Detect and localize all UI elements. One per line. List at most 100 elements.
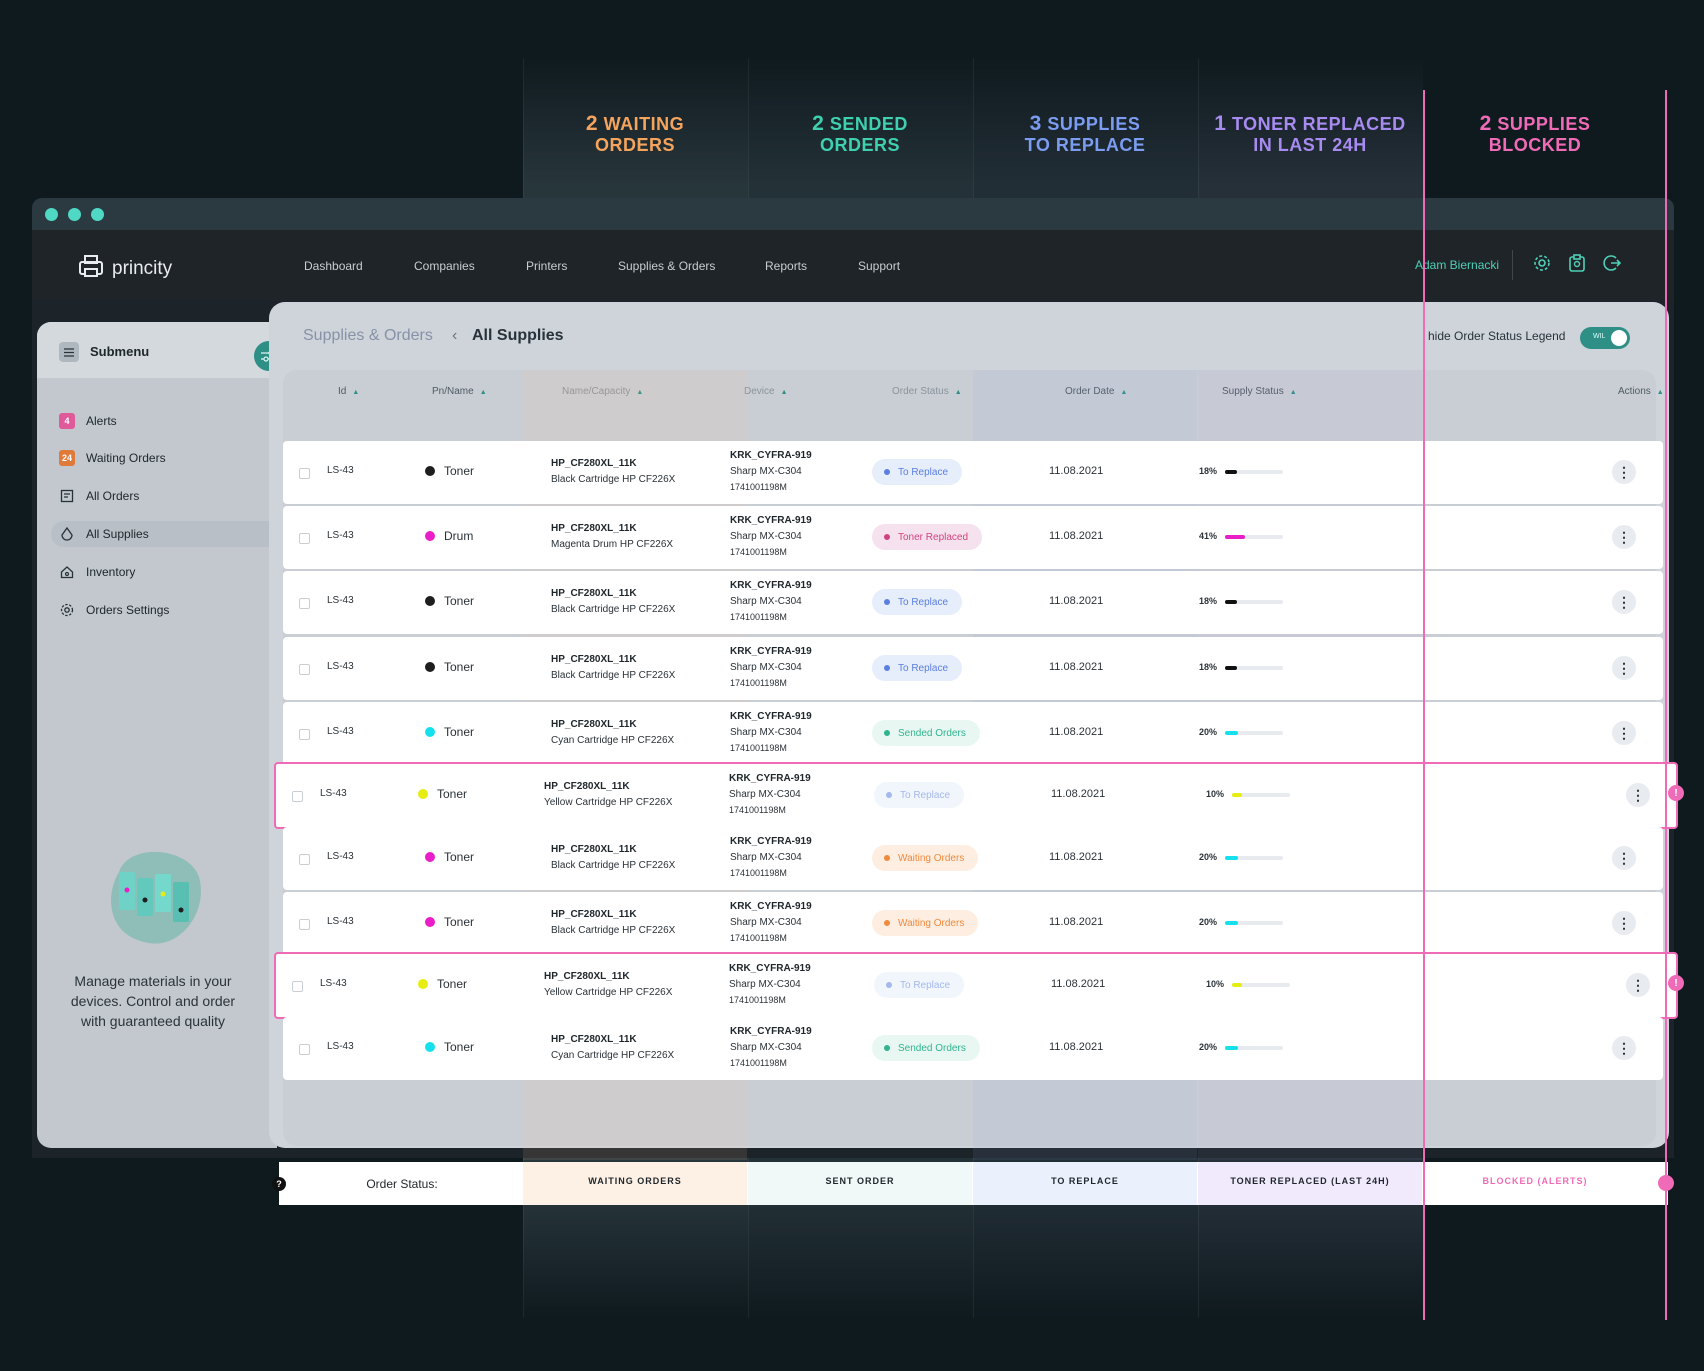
printer-logo-icon — [78, 254, 104, 284]
row-actions-kebab-icon[interactable]: ⋮ — [1626, 973, 1650, 997]
column-header-supply-status[interactable]: Supply Status ▲ — [1222, 386, 1297, 397]
row-actions-kebab-icon[interactable]: ⋮ — [1612, 525, 1636, 549]
row-actions-kebab-icon[interactable]: ⋮ — [1612, 460, 1636, 484]
drop-icon — [59, 526, 75, 542]
row-actions-kebab-icon[interactable]: ⋮ — [1626, 783, 1650, 807]
part-number: HP_CF280XL_11K — [551, 523, 637, 534]
row-checkbox[interactable] — [299, 1044, 310, 1055]
part-number: HP_CF280XL_11K — [551, 909, 637, 920]
supply-level-bar — [1225, 535, 1283, 539]
column-header-name-capacity[interactable]: Name/Capacity ▲ — [562, 386, 643, 397]
table-row[interactable]: LS-43 Toner HP_CF280XL_11K Cyan Cartridge H… — [283, 702, 1663, 765]
logo[interactable]: princity — [78, 254, 172, 284]
table-row[interactable]: LS-43 Toner HP_CF280XL_11K Black Cartridge … — [283, 571, 1663, 634]
sidebar-item-waiting-orders[interactable]: 24 Waiting Orders — [59, 445, 166, 471]
color-dot — [425, 917, 435, 927]
clipboard-icon[interactable] — [1567, 253, 1587, 273]
table-row[interactable]: LS-43 Drum HP_CF280XL_11K Magenta Drum HP C… — [283, 506, 1663, 569]
nav-item-dashboard[interactable]: Dashboard — [304, 259, 363, 273]
select-all-checkbox[interactable] — [299, 386, 310, 397]
supply-level-fill — [1232, 793, 1242, 797]
nav-item-support[interactable]: Support — [858, 259, 901, 273]
device-id: KRK_CYFRA-919 — [730, 836, 812, 847]
order-status-badge: Sended Orders — [872, 1035, 980, 1061]
summary-label: SUPPLIES — [1047, 114, 1141, 134]
settings-gear-icon[interactable] — [1532, 253, 1552, 273]
part-description: Magenta Drum HP CF226X — [551, 539, 674, 550]
order-date: 11.08.2021 — [1051, 978, 1106, 990]
column-header-pn-name[interactable]: Pn/Name ▲ — [432, 386, 487, 397]
supply-level-bar — [1225, 921, 1283, 925]
order-status-badge: Waiting Orders — [872, 910, 979, 936]
summary-count: 3 — [1029, 112, 1042, 135]
column-header-actions[interactable]: Actions ▲ — [1618, 386, 1664, 397]
row-checkbox[interactable] — [292, 791, 303, 802]
table-row[interactable]: LS-43 Toner HP_CF280XL_11K Cyan Cartridge H… — [283, 1017, 1663, 1080]
minimize-window-dot[interactable] — [68, 208, 81, 221]
row-id: LS-43 — [327, 916, 354, 927]
row-actions-kebab-icon[interactable]: ⋮ — [1612, 590, 1636, 614]
close-window-dot[interactable] — [45, 208, 58, 221]
part-number: HP_CF280XL_11K — [551, 844, 637, 855]
maximize-window-dot[interactable] — [91, 208, 104, 221]
logout-icon[interactable] — [1602, 253, 1622, 273]
table-row[interactable]: LS-43 Toner HP_CF280XL_11K Black Cartridge … — [283, 637, 1663, 700]
row-checkbox[interactable] — [299, 598, 310, 609]
table-row[interactable]: LS-43 Toner HP_CF280XL_11K Yellow Cartridge… — [274, 762, 1684, 829]
column-header-id[interactable]: Id ▲ — [338, 386, 359, 397]
nav-item-companies[interactable]: Companies — [414, 259, 475, 273]
sidebar-item-orders-settings[interactable]: Orders Settings — [59, 597, 169, 623]
table-row[interactable]: LS-43 Toner HP_CF280XL_11K Black Cartridge … — [283, 892, 1663, 955]
row-actions-kebab-icon[interactable]: ⋮ — [1612, 911, 1636, 935]
legend-title: Order Status: — [366, 1177, 438, 1191]
table-row[interactable]: LS-43 Toner HP_CF280XL_11K Black Cartridge … — [283, 441, 1663, 504]
column-header-order-status[interactable]: Order Status ▲ — [892, 386, 962, 397]
user-name[interactable]: Adam Biernacki — [1415, 258, 1500, 272]
summary-line1: 3 SUPPLIES — [973, 113, 1197, 135]
sidebar-item-alerts[interactable]: 4 Alerts — [59, 408, 117, 434]
column-header-order-date[interactable]: Order Date ▲ — [1065, 386, 1127, 397]
row-checkbox[interactable] — [299, 664, 310, 675]
nav-item-supplies-orders[interactable]: Supplies & Orders — [618, 259, 716, 273]
column-header-device[interactable]: Device ▲ — [744, 386, 788, 397]
row-actions-kebab-icon[interactable]: ⋮ — [1612, 1036, 1636, 1060]
summary-label: SENDED — [829, 114, 908, 134]
part-number: HP_CF280XL_11K — [551, 654, 637, 665]
menu-icon[interactable] — [59, 342, 79, 362]
summary-count: 2 — [812, 112, 825, 135]
supply-type: Drum — [425, 529, 473, 543]
order-status-badge: To Replace — [872, 589, 963, 615]
status-label: Sended Orders — [898, 1042, 966, 1054]
nav-item-printers[interactable]: Printers — [526, 259, 568, 273]
row-actions-kebab-icon[interactable]: ⋮ — [1612, 721, 1636, 745]
sidebar: Submenu 4 Alerts 24 Waiting Orders All Order… — [37, 322, 285, 1148]
row-checkbox[interactable] — [299, 468, 310, 479]
breadcrumb-parent[interactable]: Supplies & Orders — [303, 327, 433, 344]
nav-item-reports[interactable]: Reports — [765, 259, 808, 273]
part-description: Black Cartridge HP CF226X — [551, 474, 676, 485]
supply-type: Toner — [425, 850, 474, 864]
row-checkbox[interactable] — [299, 854, 310, 865]
table-row[interactable]: LS-43 Toner HP_CF280XL_11K Yellow Cartridge… — [274, 952, 1684, 1019]
status-dot — [884, 469, 890, 475]
row-checkbox[interactable] — [299, 533, 310, 544]
sidebar-item-all-supplies[interactable]: All Supplies — [51, 521, 285, 547]
sidebar-item-inventory[interactable]: Inventory — [59, 559, 135, 585]
table-row[interactable]: LS-43 Toner HP_CF280XL_11K Black Cartridge … — [283, 827, 1663, 890]
row-actions-kebab-icon[interactable]: ⋮ — [1612, 656, 1636, 680]
status-label: Sended Orders — [898, 727, 966, 739]
row-checkbox[interactable] — [299, 919, 310, 930]
row-checkbox[interactable] — [292, 981, 303, 992]
breadcrumb-chevron-icon: ‹ — [452, 327, 458, 344]
sort-arrow-icon: ▲ — [479, 389, 487, 396]
status-dot — [884, 730, 890, 736]
blocked-alert-icon: ! — [1668, 975, 1684, 991]
supply-level-bar — [1232, 983, 1290, 987]
legend-toggle[interactable]: WIL — [1580, 327, 1630, 349]
legend-item: SENT ORDER — [825, 1176, 895, 1186]
sidebar-item-all-orders[interactable]: All Orders — [59, 483, 139, 509]
row-actions-kebab-icon[interactable]: ⋮ — [1612, 846, 1636, 870]
supply-level-fill — [1232, 983, 1242, 987]
row-checkbox[interactable] — [299, 729, 310, 740]
help-icon[interactable]: ? — [272, 1177, 286, 1191]
